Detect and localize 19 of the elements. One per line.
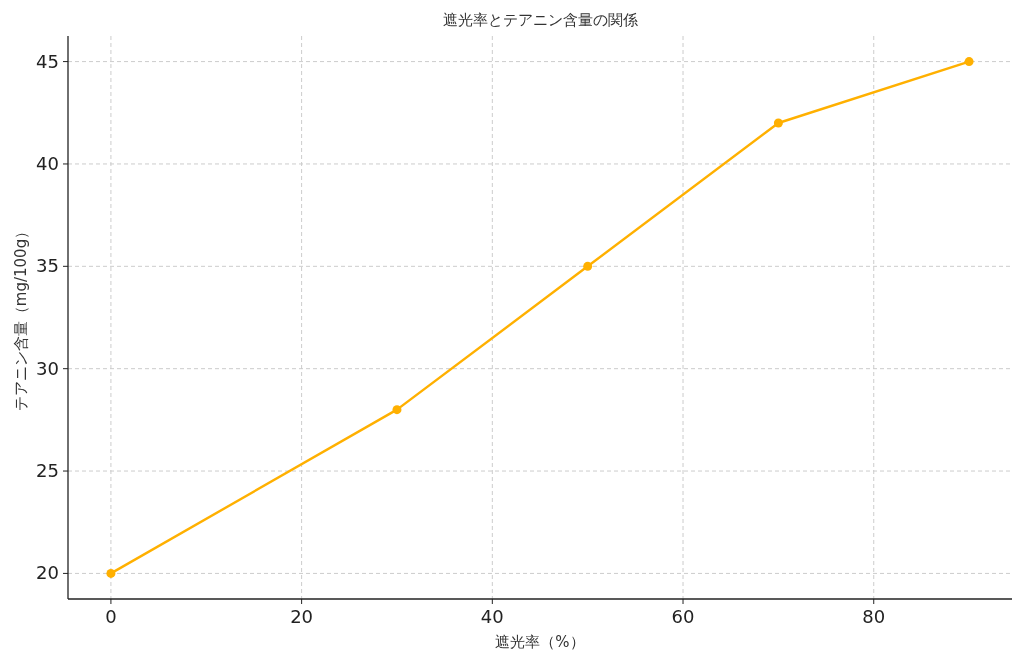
x-tick-label: 20 [290,606,314,627]
y-tick-label: 40 [36,152,59,174]
y-tick-label: 35 [36,255,59,277]
y-tick-label: 20 [36,562,59,584]
x-axis-title: 遮光率（%） [495,633,585,651]
point [392,405,402,415]
point [583,261,593,271]
y-tick-label: 30 [36,357,59,379]
chart-title: 遮光率とテアニン含量の関係 [442,11,638,29]
point [773,118,783,128]
point [106,568,116,578]
x-tick-label: 80 [862,606,886,627]
x-tick-label: 0 [105,606,117,627]
y-axis-title: テアニン含量（mg/100g） [12,223,30,412]
x-tick-label: 40 [480,606,504,627]
x-tick-label: 60 [671,606,695,627]
point [964,57,974,67]
y-tick-label: 25 [36,460,59,482]
y-tick-label: 45 [36,50,59,72]
